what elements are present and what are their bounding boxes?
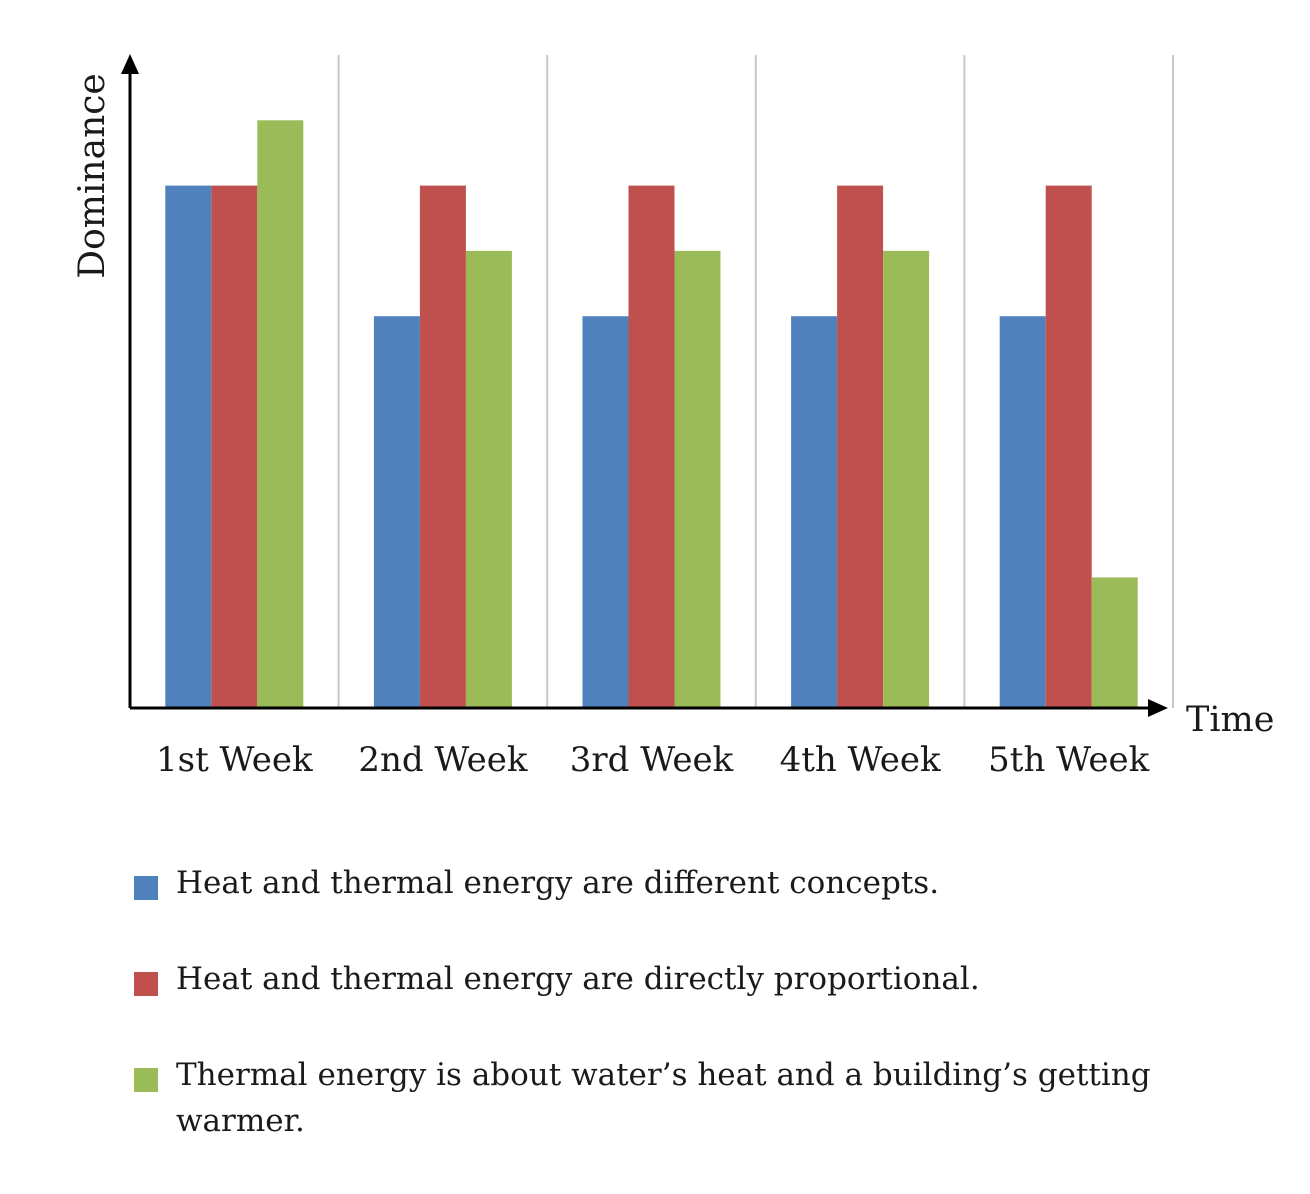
bar [465, 250, 512, 708]
category-label: 3rd Week [570, 740, 734, 780]
legend-label: Thermal energy is about water’s heat and… [176, 1057, 1151, 1139]
bar [165, 185, 212, 709]
category-label: 4th Week [780, 740, 941, 780]
bar [373, 316, 420, 708]
bar [791, 316, 838, 708]
category-label: 1st Week [156, 740, 313, 780]
category-separators [337, 55, 1174, 708]
category-label: 2nd Week [358, 740, 528, 780]
chart: 1st Week 2nd Week 3rd Week 4th Week 5th Week… [72, 54, 1274, 780]
y-axis-label: Dominance [72, 73, 113, 279]
legend-swatch-red [134, 972, 158, 996]
x-axis-label: Time [1186, 700, 1274, 740]
bar [419, 185, 466, 709]
bar [582, 316, 629, 708]
legend-swatch-green [134, 1068, 158, 1092]
bar [883, 250, 930, 708]
legend: Heat and thermal energy are different co… [134, 860, 1234, 1144]
x-axis-arrow-icon [1148, 699, 1168, 717]
bar-chart: 1st Week 2nd Week 3rd Week 4th Week 5th Week… [72, 54, 1274, 780]
bar [1091, 577, 1138, 708]
bar [1045, 185, 1092, 709]
bars [165, 120, 1138, 709]
bar [628, 185, 675, 709]
category-labels: 1st Week 2nd Week 3rd Week 4th Week 5th Week [156, 740, 1150, 780]
bar [211, 185, 258, 709]
category-label: 5th Week [988, 740, 1149, 780]
legend-item: Heat and thermal energy are different co… [134, 860, 1234, 906]
legend-label: Heat and thermal energy are different co… [176, 865, 940, 901]
bar [999, 316, 1046, 708]
bar [674, 250, 721, 708]
bar [837, 185, 884, 709]
y-axis-arrow-icon [121, 54, 139, 74]
legend-label: Heat and thermal energy are directly pro… [176, 961, 980, 997]
bar [257, 120, 304, 709]
legend-item: Thermal energy is about water’s heat and… [134, 1052, 1234, 1144]
legend-item: Heat and thermal energy are directly pro… [134, 956, 1234, 1002]
legend-swatch-blue [134, 876, 158, 900]
axes [121, 54, 1168, 717]
